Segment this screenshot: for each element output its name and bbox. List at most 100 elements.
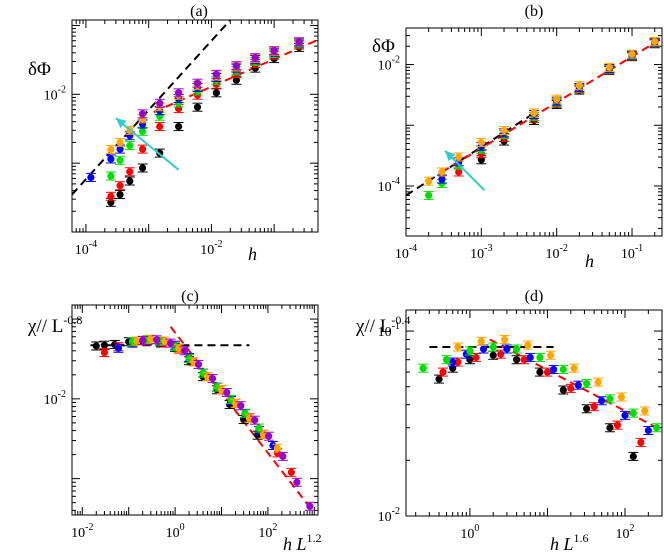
panel-c-y-tick-label: 10-2	[44, 389, 66, 408]
data-point-blue	[87, 173, 95, 182]
data-point-green	[559, 365, 567, 374]
data-point-green	[466, 347, 474, 355]
panel-b-title: (b)	[525, 3, 544, 20]
data-point-green	[138, 127, 147, 135]
data-point-red	[116, 182, 124, 190]
data-point-red	[637, 438, 645, 447]
panel-a-xlabel: h	[248, 244, 257, 264]
data-point-red	[454, 358, 462, 366]
data-point-blue	[574, 381, 582, 389]
panel-a-plot: 10-4 10-2 10-2	[44, 20, 319, 258]
data-point-green	[442, 356, 451, 364]
panel-b-ylabel: δΦ	[372, 36, 395, 57]
data-point-red	[439, 368, 447, 376]
data-point-green	[489, 343, 497, 351]
panel-c-xlabel: h L1.2	[283, 531, 322, 554]
data-point-orange	[500, 126, 508, 135]
data-point-orange	[438, 168, 446, 176]
data-point-orange	[107, 145, 115, 154]
data-point-red	[497, 350, 505, 358]
panel-d-xlabel-base: h L	[550, 534, 574, 554]
data-point-orange	[477, 337, 485, 345]
data-point-blue	[503, 345, 511, 353]
data-point-orange	[133, 337, 141, 345]
data-point-purple	[295, 38, 303, 46]
data-point-blue	[644, 426, 652, 435]
data-point-purple	[265, 432, 273, 440]
data-point-red	[590, 403, 598, 411]
panel-d-ylabel-exp: -0.4	[391, 313, 410, 327]
panel-c: (c) 10-2 100 102 10-2 χ// L-0.8 h L1.2	[27, 288, 322, 554]
panel-a-series-red	[105, 40, 305, 201]
data-point-green	[536, 353, 544, 362]
data-point-orange	[454, 343, 462, 351]
panel-d-series-green	[418, 342, 662, 433]
data-point-black	[100, 341, 109, 349]
data-point-red	[472, 353, 480, 362]
data-point-orange	[651, 37, 659, 46]
data-point-black	[435, 375, 443, 383]
panel-b-x-tick-label: 10-3	[470, 243, 492, 262]
data-point-black	[559, 386, 567, 394]
data-point-purple	[194, 360, 203, 369]
data-point-purple	[174, 89, 183, 97]
panel-b-x-tick-label: 10-2	[546, 243, 568, 262]
data-point-orange	[273, 444, 281, 452]
data-point-black	[606, 424, 614, 432]
data-point-blue	[479, 345, 488, 353]
panel-a: (a) 10-4 10-2 10-2 δΦ h	[28, 3, 319, 264]
panel-d-ylabel-base: χ// L	[355, 316, 391, 337]
data-point-purple	[270, 47, 278, 55]
data-point-purple	[251, 54, 259, 62]
data-point-black	[583, 405, 591, 413]
data-point-purple	[193, 79, 202, 87]
data-point-purple	[139, 336, 147, 345]
data-point-orange	[641, 407, 649, 415]
panel-a-x-tick-label: 10-4	[75, 239, 97, 258]
data-point-black	[512, 356, 521, 364]
data-point-red	[138, 145, 147, 153]
data-point-orange	[547, 351, 555, 359]
panel-c-series-green	[127, 335, 264, 433]
panel-a-series-purple	[137, 37, 305, 119]
data-point-orange	[147, 335, 155, 343]
panel-a-title: (a)	[190, 3, 208, 20]
panel-b-xlabel: h	[585, 251, 594, 271]
data-point-blue	[598, 397, 606, 405]
data-point-green	[629, 409, 637, 417]
data-point-red	[100, 348, 109, 357]
panel-d-frame	[405, 309, 663, 517]
panel-b-x-tick-label: 10-4	[395, 243, 417, 262]
data-point-purple	[156, 99, 164, 107]
data-point-green	[425, 191, 433, 199]
data-point-red	[107, 192, 115, 200]
data-point-purple	[237, 402, 245, 410]
panel-b-y-tick-label: 10-2	[378, 55, 400, 74]
data-point-green	[583, 379, 591, 388]
data-point-orange	[605, 63, 613, 71]
panel-b-x-tick-label: 10-1	[621, 243, 643, 262]
panel-a-fit-line-black	[72, 20, 232, 196]
panel-d-xlabel: h L1.6	[550, 531, 589, 554]
data-point-orange	[500, 335, 509, 344]
panel-d-axes: 100 102 10-1 10-2	[378, 310, 663, 542]
data-point-orange	[628, 50, 636, 58]
panel-c-x-tick-label: 102	[258, 522, 277, 541]
data-point-black	[489, 351, 497, 359]
panel-c-frame	[71, 304, 319, 516]
panel-b-arrow-head	[445, 150, 456, 162]
panel-c-ylabel: χ// L-0.8	[27, 313, 82, 337]
data-point-black	[629, 452, 637, 461]
data-point-orange	[477, 138, 485, 147]
panel-b-y-tick-label: 10-4	[378, 176, 400, 195]
data-point-red	[287, 468, 295, 476]
panel-a-series-black	[105, 42, 305, 207]
data-point-red	[126, 168, 134, 176]
panel-b-axes: 10-4 10-3 10-2 10-1 10-4 10-2	[378, 27, 662, 262]
data-point-green	[241, 409, 249, 417]
panel-a-series-orange	[105, 37, 305, 154]
data-point-purple	[212, 70, 220, 78]
data-point-blue	[138, 120, 147, 128]
data-point-blue	[107, 155, 115, 163]
